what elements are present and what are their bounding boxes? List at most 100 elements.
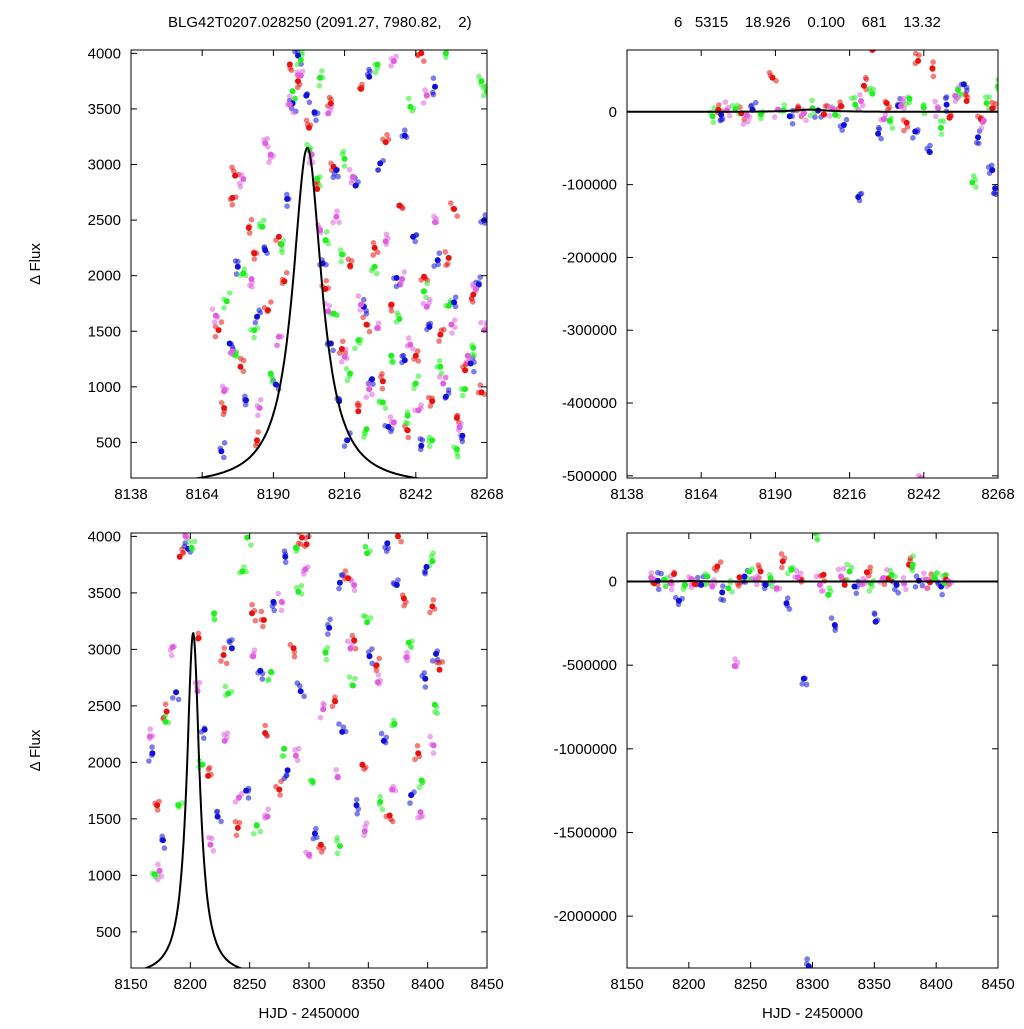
cloud-point xyxy=(313,825,319,832)
data-point xyxy=(336,579,343,586)
cloud-point xyxy=(155,876,161,883)
header-left: BLG42T0207.028250 (2091.27, 7980.82, 2) xyxy=(168,14,472,31)
data-point xyxy=(448,321,455,328)
data-point xyxy=(960,81,967,88)
data-point xyxy=(386,812,393,819)
data-point xyxy=(401,132,408,139)
data-point xyxy=(320,706,327,713)
data-point xyxy=(259,223,266,230)
data-point xyxy=(451,299,458,306)
data-point xyxy=(303,92,310,99)
cloud-point xyxy=(214,809,220,815)
data-point xyxy=(311,830,318,837)
cloud-point xyxy=(443,374,449,381)
x-tick-label: 8450 xyxy=(981,976,1014,993)
data-point xyxy=(451,206,458,212)
data-point xyxy=(211,610,218,617)
cloud-point xyxy=(799,681,805,687)
cloud-point xyxy=(306,99,313,106)
cloud-point xyxy=(471,368,477,375)
data-point xyxy=(869,50,876,53)
cloud-point xyxy=(147,726,153,732)
data-point xyxy=(384,540,391,547)
cloud-point xyxy=(218,400,225,406)
cloud-point xyxy=(484,319,487,326)
cloud-point xyxy=(251,647,258,653)
series-blue xyxy=(654,573,945,968)
data-point xyxy=(253,822,260,829)
data-point xyxy=(345,575,352,582)
data-point xyxy=(284,196,291,202)
data-point xyxy=(341,353,348,360)
data-point xyxy=(393,582,400,588)
data-point xyxy=(769,74,776,81)
model-curve xyxy=(192,146,423,478)
cloud-point xyxy=(146,758,152,764)
cloud-point xyxy=(912,584,919,590)
cloud-point xyxy=(259,676,266,682)
cloud-point xyxy=(748,102,755,109)
cloud-point xyxy=(362,543,369,550)
cloud-point xyxy=(383,231,390,238)
data-point xyxy=(295,78,301,85)
cloud-point xyxy=(459,392,466,399)
cloud-point xyxy=(375,167,382,173)
cloud-point xyxy=(454,213,461,219)
data-point xyxy=(284,767,291,774)
cloud-point xyxy=(209,306,216,312)
data-point xyxy=(880,116,887,123)
data-point xyxy=(462,367,469,374)
data-point xyxy=(223,298,230,305)
data-point xyxy=(995,83,998,90)
data-point xyxy=(408,792,415,799)
cloud-point xyxy=(430,597,437,603)
data-point xyxy=(154,802,161,809)
cloud-point xyxy=(244,527,250,533)
data-point xyxy=(276,786,283,793)
y-tick-label: 2500 xyxy=(88,212,121,229)
cloud-point xyxy=(318,849,325,855)
data-point xyxy=(369,376,375,383)
cloud-point xyxy=(436,338,442,344)
cloud-point xyxy=(191,538,198,545)
data-point xyxy=(234,263,241,270)
header-right: 6 5315 18.926 0.100 681 13.32 xyxy=(674,14,941,31)
cloud-point xyxy=(324,229,330,235)
series-blue xyxy=(218,52,487,455)
data-point xyxy=(758,111,765,118)
cloud-point xyxy=(745,119,751,125)
cloud-point xyxy=(161,845,168,851)
data-point xyxy=(719,589,726,596)
data-point xyxy=(963,98,970,104)
data-point xyxy=(264,813,271,820)
data-point xyxy=(221,388,228,395)
cloud-point xyxy=(934,570,941,576)
cloud-point xyxy=(881,581,888,588)
y-tick-label: 1500 xyxy=(88,811,121,828)
data-point xyxy=(980,117,987,124)
data-point xyxy=(379,399,386,406)
y-tick-label: -400000 xyxy=(562,395,617,412)
cloud-point xyxy=(405,335,412,341)
cloud-point xyxy=(341,443,348,450)
data-point xyxy=(336,843,343,849)
data-point xyxy=(388,301,395,308)
cloud-point xyxy=(301,693,307,700)
cloud-point xyxy=(335,173,341,180)
data-point xyxy=(379,378,386,385)
x-tick-label: 8216 xyxy=(328,486,361,503)
data-point xyxy=(382,139,389,146)
cloud-point xyxy=(470,281,476,288)
data-point xyxy=(273,381,280,388)
cloud-point xyxy=(445,44,451,50)
data-point xyxy=(366,73,373,80)
data-point xyxy=(800,675,807,682)
data-point xyxy=(431,701,438,708)
data-point xyxy=(334,774,341,781)
data-point xyxy=(436,666,443,673)
cloud-point xyxy=(755,562,762,568)
cloud-point xyxy=(441,326,447,333)
cloud-point xyxy=(248,216,255,223)
data-point xyxy=(403,654,410,661)
cloud-point xyxy=(387,414,394,420)
